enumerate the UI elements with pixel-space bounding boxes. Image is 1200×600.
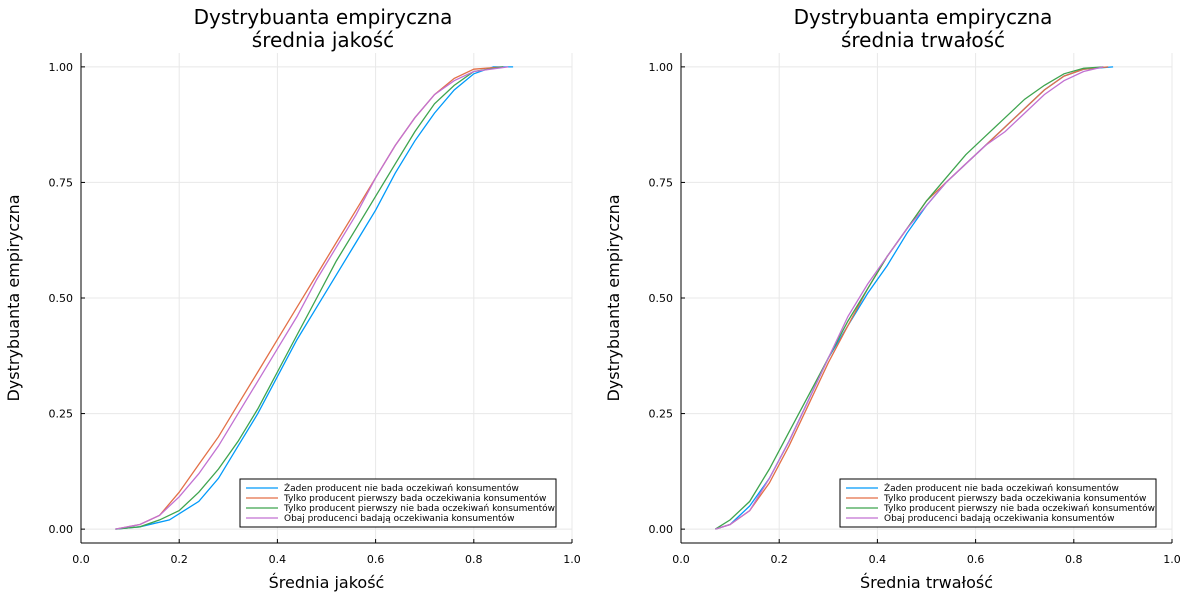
y-tick-label: 0.00 (49, 523, 74, 536)
x-tick-label: 0.6 (367, 553, 385, 566)
y-tick-label: 1.00 (649, 61, 674, 74)
x-tick-label: 0.6 (967, 553, 985, 566)
legend: Żaden producent nie bada oczekiwań konsu… (839, 478, 1157, 528)
x-tick-label: 0.2 (770, 553, 788, 566)
series-line-4 (115, 66, 509, 530)
y-axis-label: Dystrybuanta empiryczna (4, 194, 23, 401)
legend: Żaden producent nie bada oczekiwań konsu… (239, 478, 557, 528)
chart-panel-1: 0.0 0.2 0.4 0.6 0.8 1.0 0.00 0.25 0.50 0.75 1.00 Dy… (4, 5, 581, 592)
chart-title: Dystrybuanta empiryczna (194, 5, 453, 29)
chart-subtitle: średnia trwałość (841, 28, 1005, 52)
chart-panel-2: 0.0 0.2 0.4 0.6 0.8 1.0 0.00 0.25 0.50 0.75 1.00 Dy… (604, 5, 1181, 592)
series-line-1 (115, 66, 514, 530)
x-tick-label: 0.8 (465, 553, 483, 566)
x-axis-label: Średnia jakość (269, 573, 385, 592)
legend-label: Tylko producent pierwszy nie bada oczeki… (883, 503, 1155, 514)
legend-label: Żaden producent nie bada oczekiwań konsu… (284, 483, 519, 494)
x-tick-label: 0.4 (269, 553, 287, 566)
legend-box (239, 478, 557, 528)
y-tick-label: 0.00 (649, 523, 674, 536)
y-tick-label: 0.50 (49, 292, 74, 305)
y-tick-label: 0.75 (649, 176, 674, 189)
x-tick-label: 1.0 (563, 553, 581, 566)
legend-label: Obaj producenci badają oczekiwania konsu… (284, 513, 514, 524)
legend-label: Obaj producenci badają oczekiwania konsu… (884, 513, 1114, 524)
y-tick-label: 1.00 (49, 61, 74, 74)
y-axis-label: Dystrybuanta empiryczna (604, 194, 623, 401)
series-line-3 (115, 66, 504, 530)
x-tick-label: 0.4 (869, 553, 887, 566)
legend-box (839, 478, 1157, 528)
x-tick-label: 0.0 (72, 553, 90, 566)
chart-subtitle: średnia jakość (252, 28, 394, 52)
y-tick-label: 0.50 (649, 292, 674, 305)
x-tick-label: 0.2 (170, 553, 188, 566)
x-tick-label: 1.0 (1163, 553, 1181, 566)
y-tick-label: 0.25 (49, 408, 74, 421)
x-axis-label: Średnia trwałość (860, 573, 993, 592)
y-tick-label: 0.75 (49, 176, 74, 189)
x-tick-label: 0.8 (1065, 553, 1083, 566)
series-line-4 (715, 66, 1104, 530)
legend-label: Tylko producent pierwszy nie bada oczeki… (283, 503, 555, 514)
chart-title: Dystrybuanta empiryczna (794, 5, 1053, 29)
legend-label: Tylko producent pierwszy bada oczekiwani… (283, 493, 546, 504)
y-tick-label: 0.25 (649, 408, 674, 421)
legend-label: Tylko producent pierwszy bada oczekiwani… (883, 493, 1146, 504)
x-tick-label: 0.0 (672, 553, 690, 566)
legend-label: Żaden producent nie bada oczekiwań konsu… (884, 483, 1119, 494)
